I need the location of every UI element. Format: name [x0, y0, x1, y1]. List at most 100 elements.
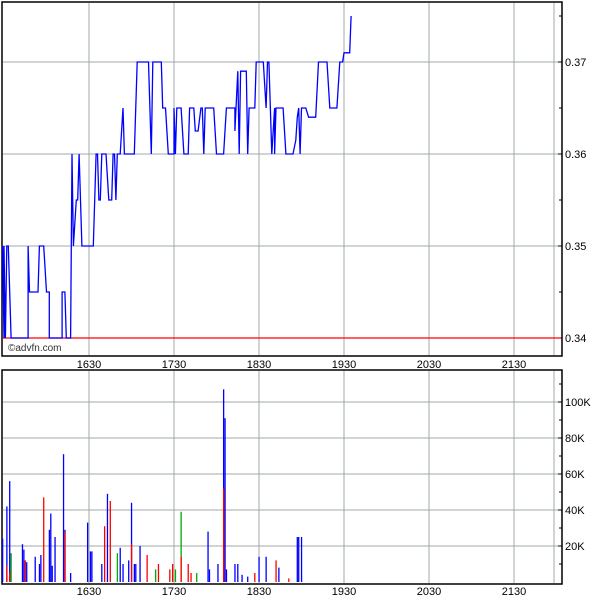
volume-bar — [275, 560, 277, 582]
x-tick-label: 1730 — [162, 586, 186, 598]
volume-bar — [171, 564, 174, 582]
volume-bar — [237, 564, 239, 582]
volume-y-axis: 100K 80K 60K 40K 20K — [565, 397, 591, 553]
volume-bar — [130, 502, 133, 582]
volume-bar — [208, 569, 211, 582]
volume-panel-frame — [1, 369, 563, 585]
volume-bar — [119, 547, 121, 582]
y-tick-label: 0.37 — [565, 57, 586, 69]
volume-bar — [288, 578, 290, 582]
volume-bar — [298, 537, 300, 582]
volume-bar — [254, 573, 256, 582]
volume-bar — [180, 556, 182, 582]
price-y-axis: 0.37 0.36 0.35 0.34 — [565, 57, 586, 345]
volume-bar — [122, 564, 124, 582]
volume-bar — [86, 522, 89, 582]
price-panel-frame — [1, 1, 563, 357]
volume-bar — [180, 511, 182, 582]
volume-bar — [133, 564, 136, 582]
x-tick-label: 1630 — [77, 359, 101, 371]
volume-bar — [106, 493, 109, 582]
volume-bar — [89, 551, 92, 582]
volume-bar — [154, 569, 157, 582]
volume-bar — [23, 549, 25, 582]
x-tick-label: 2030 — [417, 586, 441, 598]
volume-bar — [169, 569, 171, 582]
volume-bar — [51, 565, 53, 582]
volume-bar — [146, 555, 148, 582]
volume-bar — [190, 573, 192, 582]
volume-bar — [9, 481, 11, 582]
volume-bar — [258, 556, 260, 582]
volume-bar — [207, 531, 209, 582]
volume-bar — [50, 513, 52, 582]
y-tick-label: 100K — [565, 397, 591, 409]
volume-bar — [116, 553, 119, 582]
volume-bar — [224, 418, 226, 582]
volume-bar — [101, 564, 103, 582]
volume-bar — [130, 544, 133, 582]
volume-bar — [109, 501, 111, 582]
volume-bar — [34, 556, 36, 582]
y-tick-label: 0.34 — [565, 333, 586, 345]
x-tick-label: 2130 — [502, 586, 526, 598]
volume-bar — [247, 576, 249, 582]
volume-bar — [222, 389, 225, 582]
volume-bar — [187, 564, 189, 582]
volume-bar — [241, 574, 243, 582]
volume-bar — [91, 551, 93, 582]
volume-bar — [48, 529, 51, 582]
volume-bar — [265, 556, 267, 582]
volume-bar — [234, 564, 236, 582]
watermark: ©advfn.com — [8, 343, 62, 354]
volume-bar — [196, 573, 198, 582]
x-tick-label: 1830 — [247, 359, 271, 371]
volume-bar — [6, 506, 8, 582]
price-panel: ©advfn.com 0.37 0.36 0.35 0.34 — [1, 1, 586, 357]
volume-x-axis: 1630 1730 1830 1930 2030 2130 — [77, 586, 526, 598]
volume-bar — [21, 544, 24, 582]
volume-bar — [128, 560, 130, 582]
x-tick-label: 1730 — [162, 359, 186, 371]
y-tick-label: 20K — [565, 541, 585, 553]
price-line — [1, 15, 352, 339]
volume-bar — [222, 488, 225, 582]
volume-panel: 100K 80K 60K 40K 20K — [1, 369, 591, 585]
x-tick-label: 1830 — [247, 586, 271, 598]
volume-bar — [9, 573, 11, 582]
volume-bar — [6, 565, 8, 582]
x-tick-label: 1930 — [332, 586, 356, 598]
volume-bar — [54, 537, 56, 582]
volume-bar — [26, 562, 28, 582]
volume-bar — [300, 537, 303, 582]
volume-bar — [135, 564, 137, 582]
volume-bar — [38, 564, 41, 582]
volume-bar — [40, 555, 42, 582]
volume-bar — [157, 564, 160, 582]
volume-bar — [24, 560, 26, 582]
volume-bar — [139, 546, 141, 582]
volume-bar — [278, 567, 280, 582]
x-tick-label: 1930 — [332, 359, 356, 371]
volume-grid — [3, 371, 562, 583]
x-tick-label: 1630 — [77, 586, 101, 598]
x-tick-label: 2030 — [417, 359, 441, 371]
volume-bar — [1, 538, 4, 582]
volume-bars — [1, 389, 303, 582]
volume-bar — [296, 537, 298, 582]
volume-bar — [10, 553, 12, 582]
y-tick-label: 0.35 — [565, 241, 586, 253]
x-tick-label: 2130 — [502, 359, 526, 371]
y-tick-label: 40K — [565, 505, 585, 517]
volume-bar — [69, 573, 72, 582]
volume-bar — [103, 526, 106, 582]
price-x-axis: 1630 1730 1830 1930 2030 2130 — [77, 359, 526, 371]
y-tick-label: 60K — [565, 469, 585, 481]
volume-bar — [225, 569, 228, 582]
volume-bar — [43, 497, 45, 582]
volume-bar — [174, 569, 177, 582]
y-tick-label: 0.36 — [565, 149, 586, 161]
volume-bar — [217, 564, 219, 582]
volume-bar — [64, 531, 66, 582]
